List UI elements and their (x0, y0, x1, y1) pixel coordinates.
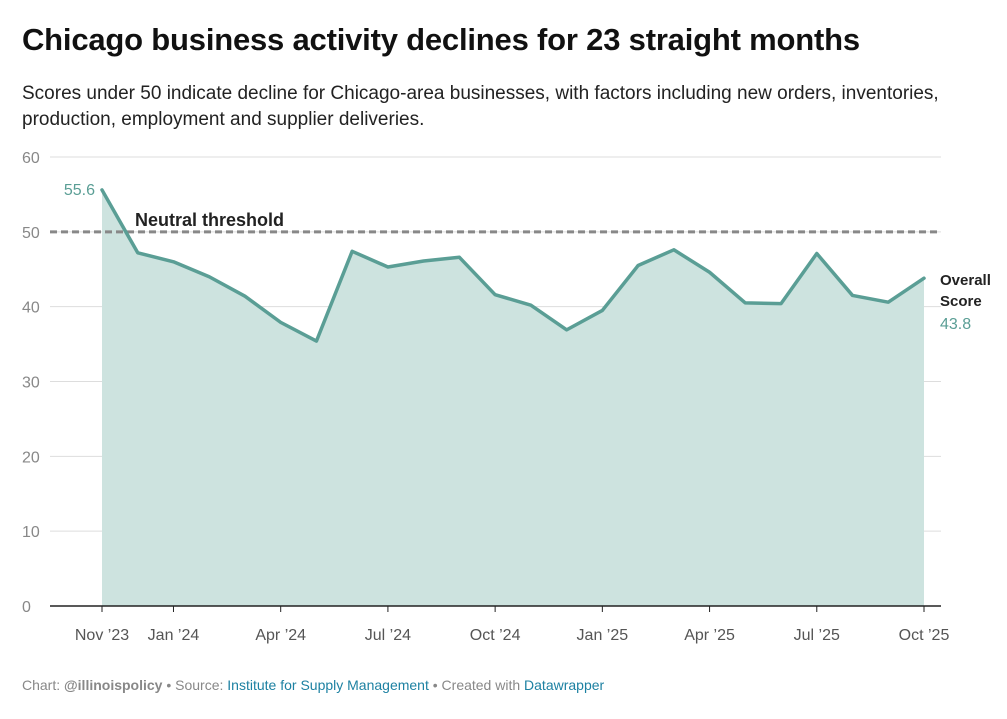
series-label-line2: Score (940, 293, 982, 310)
line-layer (100, 188, 926, 343)
x-tick-label-20: Jul ’25 (794, 627, 840, 644)
footer-chart-prefix: Chart: (22, 677, 65, 693)
chart-footer: Chart: @illinoispolicy • Source: Institu… (22, 677, 604, 693)
x-tick-label-0: Nov ’23 (75, 627, 129, 644)
last-value-label: 43.8 (940, 316, 971, 333)
x-tick-label-17: Apr ’25 (684, 627, 735, 644)
label-layer: 55.6 Overall Score 43.8 (64, 182, 991, 333)
footer-created-prefix: • Created with (428, 677, 525, 693)
x-tick-label-14: Jan ’25 (577, 627, 629, 644)
y-tick-label-40: 40 (22, 300, 40, 317)
y-tick-label-0: 0 (22, 599, 31, 616)
series-line-overall-score (100, 188, 926, 343)
footer-source-link[interactable]: Institute for Supply Management (227, 677, 429, 693)
x-tick-label-8: Jul ’24 (365, 627, 411, 644)
y-tick-label-50: 50 (22, 225, 40, 242)
area-layer (102, 189, 924, 606)
first-value-label: 55.6 (64, 182, 95, 199)
footer-tool-link[interactable]: Datawrapper (524, 677, 605, 693)
x-tick-label-5: Apr ’24 (255, 627, 306, 644)
y-tick-label-10: 10 (22, 524, 40, 541)
chart-title: Chicago business activity declines for 2… (22, 22, 860, 57)
footer-source-prefix: • Source: (162, 677, 228, 693)
area-fill (102, 189, 924, 606)
footer-author: @illinoispolicy (64, 677, 163, 693)
y-tick-label-30: 30 (22, 375, 40, 392)
threshold-label: Neutral threshold (135, 210, 284, 230)
x-tick-label-11: Oct ’24 (470, 627, 521, 644)
x-tick-label-2: Jan ’24 (148, 627, 200, 644)
y-tick-label-20: 20 (22, 449, 40, 466)
x-tick-label-23: Oct ’25 (899, 627, 950, 644)
y-tick-label-60: 60 (22, 150, 40, 167)
series-label-line1: Overall (940, 272, 991, 289)
chart-subtitle: Scores under 50 indicate decline for Chi… (22, 83, 939, 130)
axis-layer: Nov ’23 Jan ’24 Apr ’24 Jul ’24 Oct ’24 Jan ’… (50, 605, 950, 644)
threshold-layer: Neutral threshold (50, 210, 941, 234)
